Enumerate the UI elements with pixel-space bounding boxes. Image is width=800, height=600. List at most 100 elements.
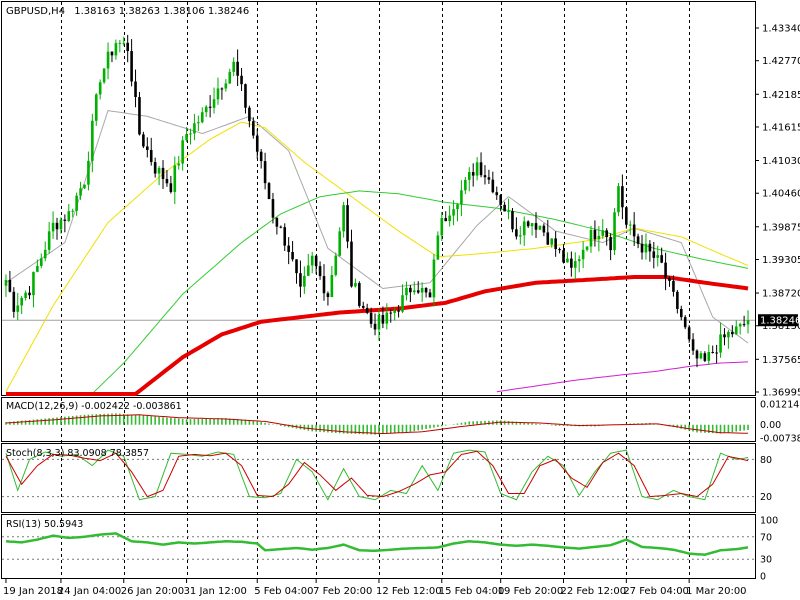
- candle-body-bear: [244, 84, 247, 108]
- candle-body-bull: [413, 290, 416, 293]
- stoch-main-line: [5, 449, 749, 501]
- candle-body-bear: [570, 258, 573, 268]
- candle-body-bull: [538, 225, 542, 230]
- price-tick-label: 1.43340: [762, 24, 800, 35]
- panel-frames: [1, 1, 756, 579]
- candle-body-bull: [189, 133, 192, 135]
- time-tick-label: 24 Jan 04:00: [58, 586, 121, 597]
- candle-body-bull: [114, 43, 118, 56]
- candle-body-bull: [354, 283, 357, 287]
- candle-body-bear: [240, 75, 243, 85]
- rsi-tick-label: 0: [760, 572, 766, 583]
- candle-body-bull: [193, 123, 196, 134]
- time-tick-label: 22 Feb 12:00: [561, 586, 627, 597]
- candle-body-bear: [318, 266, 322, 277]
- candle-body-bull: [338, 231, 341, 256]
- price-tick-label: 1.39305: [762, 255, 800, 266]
- candle-body-bear: [695, 350, 699, 359]
- candle-body-bear: [495, 192, 499, 196]
- rsi-line: [5, 532, 749, 556]
- candle-body-bull: [204, 106, 208, 113]
- candle-body-bear: [252, 121, 255, 136]
- candle-body-bear: [593, 229, 597, 240]
- candle-body-bear: [605, 230, 608, 238]
- candle-body-bear: [55, 222, 59, 230]
- candle-body-bear: [236, 61, 239, 76]
- candle-body-bull: [106, 51, 110, 69]
- candle-body-bull: [436, 235, 440, 260]
- candle-body-bear: [153, 162, 157, 174]
- candle-body-bull: [200, 112, 204, 123]
- stoch-signal-line: [5, 450, 749, 498]
- current-price-marker: 1.38246: [758, 314, 800, 327]
- candle-body-bear: [381, 314, 385, 324]
- candle-body-bear: [130, 51, 133, 82]
- candle-body-bull: [98, 82, 102, 95]
- candle-body-bull: [330, 274, 334, 298]
- stoch-title: Stoch(8,3,3) 83.0908 78.3857: [6, 448, 149, 459]
- candle-body-bear: [161, 167, 165, 179]
- candle-body-bear: [534, 223, 538, 230]
- time-tick-label: 19 Feb 20:00: [498, 586, 564, 597]
- candle-body-bull: [522, 221, 526, 236]
- period-separators: [61, 2, 690, 579]
- panel-titles: GBPUSD,H4 1.38163 1.38263 1.38106 1.3824…: [6, 6, 249, 530]
- candle-body-bull: [707, 351, 711, 361]
- current-price-box: [758, 314, 798, 327]
- candle-body-bear: [361, 305, 365, 308]
- candle-body-bear: [491, 179, 495, 193]
- ma-line-ma-green: [6, 190, 749, 395]
- price-tick-label: 1.40460: [762, 189, 800, 200]
- candle-body-bear: [365, 307, 369, 313]
- candle-body-bull: [617, 186, 620, 213]
- candle-body-bull: [75, 195, 78, 211]
- candle-body-bull: [67, 211, 71, 221]
- candle-body-bull: [432, 259, 436, 298]
- candle-body-bear: [267, 183, 271, 200]
- rsi-tick-label: 100: [760, 516, 778, 527]
- candle-body-bear: [416, 290, 420, 293]
- candle-body-bear: [621, 186, 624, 208]
- candle-body-bear: [625, 207, 628, 225]
- candle-body-bull: [405, 287, 408, 296]
- candle-body-bull: [401, 295, 404, 312]
- candle-body-bear: [275, 217, 279, 227]
- candle-body-bull: [589, 229, 593, 247]
- candle-body-bull: [577, 259, 581, 262]
- price-panel-title: GBPUSD,H4 1.38163 1.38263 1.38106 1.3824…: [6, 6, 249, 17]
- candle-body-bear: [542, 225, 546, 233]
- candle-body-bull: [71, 210, 75, 212]
- candle-body-bear: [369, 312, 373, 324]
- candle-body-bear: [322, 276, 326, 294]
- time-tick-label: 12 Feb 12:00: [376, 586, 442, 597]
- ohlc-values: 1.38163 1.38263 1.38106 1.38246: [74, 6, 249, 17]
- candle-body-bull: [519, 235, 522, 237]
- macd-tick-label: 0.00: [760, 420, 781, 431]
- candle-body-bear: [220, 88, 224, 90]
- macd-signal-line: [5, 414, 749, 435]
- candle-body-bull: [94, 94, 98, 121]
- candle-body-bear: [652, 251, 656, 258]
- time-tick-label: 31 Jan 12:00: [184, 586, 247, 597]
- candle-body-bear: [424, 287, 428, 293]
- candle-body-bear: [742, 324, 746, 326]
- candle-body-bull: [385, 312, 389, 324]
- candle-body-bull: [32, 271, 35, 296]
- candle-body-bull: [20, 297, 23, 306]
- price-tick-label: 1.42185: [762, 90, 800, 101]
- ma-line-ma-fast: [5, 110, 749, 344]
- candle-body-bear: [546, 232, 550, 245]
- candle-body-bull: [601, 230, 605, 236]
- candle-body-bear: [471, 172, 475, 176]
- time-tick-label: 27 Feb 04:00: [623, 586, 689, 597]
- candle-body-bull: [303, 275, 306, 287]
- candle-body-bull: [306, 265, 310, 276]
- indicator-levels: [2, 458, 755, 560]
- candle-body-bull: [212, 99, 216, 108]
- candle-body-bull: [181, 140, 184, 164]
- candle-body-bull: [59, 219, 63, 230]
- candle-body-bear: [487, 177, 491, 180]
- candle-body-bull: [177, 163, 181, 166]
